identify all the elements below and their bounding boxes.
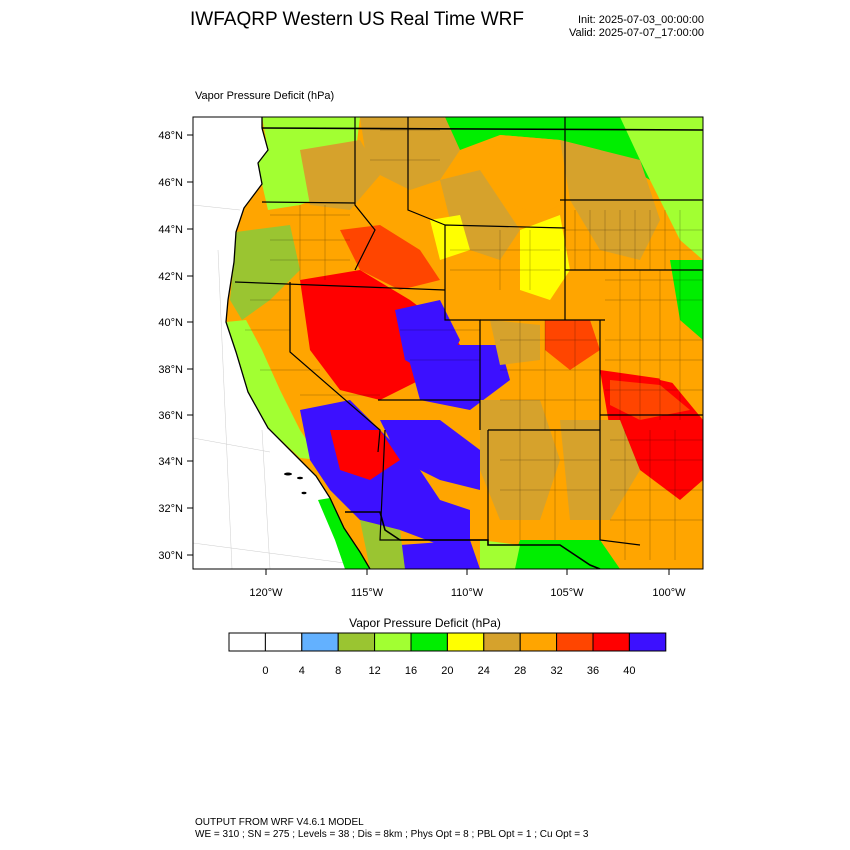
lat-label: 42°N (158, 271, 183, 283)
colorbar-label: 36 (587, 665, 599, 677)
latitude-axis: 48°N 46°N 44°N 42°N 40°N 38°N 36°N 34°N 32°N 30°N (158, 130, 193, 562)
colorbar-swatch (374, 632, 412, 652)
ocean-grid (193, 204, 361, 569)
field-label: Vapor Pressure Deficit (hPa) (195, 90, 335, 102)
footer-model: OUTPUT FROM WRF V4.6.1 MODEL (195, 817, 364, 828)
colorbar-swatch (337, 632, 376, 652)
colorbar-label: 20 (441, 665, 453, 677)
footer: OUTPUT FROM WRF V4.6.1 MODEL WE = 310 ; … (195, 817, 588, 841)
colorbar-swatch (519, 632, 558, 652)
state-boundaries (234, 117, 703, 546)
chart-title: IWFAQRP Western US Real Time WRF (190, 9, 524, 30)
colorbar-label: 40 (623, 665, 635, 677)
lat-label: 38°N (158, 364, 183, 376)
coastline (225, 117, 371, 569)
colorbar-swatch (483, 632, 521, 652)
colorbar-title: Vapor Pressure Deficit (hPa) (349, 616, 501, 630)
lon-label: 120°W (249, 587, 283, 599)
colorbar-label: 16 (405, 665, 417, 677)
channel-islands (284, 472, 307, 495)
lat-label: 30°N (158, 550, 183, 562)
colorbar-label: 0 (262, 665, 268, 677)
run-times: Init: 2025-07-03_00:00:00 Valid: 2025-07… (569, 14, 704, 40)
longitude-axis: 120°W 115°W 110°W 105°W 100°W (249, 569, 686, 599)
county-lines (245, 129, 703, 560)
lon-label: 110°W (451, 587, 484, 599)
map-frame (192, 116, 704, 570)
colorbar-swatch (556, 632, 594, 652)
lat-label: 46°N (158, 177, 183, 189)
colorbar-label: 24 (478, 665, 490, 677)
lon-label: 105°W (550, 587, 584, 599)
lon-label: 115°W (351, 587, 384, 599)
colorbar-label: 4 (299, 665, 305, 677)
lon-label: 100°W (652, 587, 686, 599)
footer-config: WE = 310 ; SN = 275 ; Levels = 38 ; Dis … (195, 829, 589, 840)
valid-time: Valid: 2025-07-07_17:00:00 (569, 27, 704, 39)
colorbar-label: 8 (335, 665, 341, 677)
lat-label: 48°N (158, 130, 183, 142)
colorbar-swatch (628, 632, 667, 652)
national-borders (261, 127, 703, 569)
map-area (193, 117, 703, 569)
lat-label: 40°N (158, 317, 183, 329)
colorbar-swatch (446, 632, 485, 652)
colorbar-label: 28 (514, 665, 526, 677)
colorbar-swatch (264, 632, 303, 652)
lat-label: 34°N (158, 456, 183, 468)
lat-label: 44°N (158, 224, 183, 236)
lat-label: 36°N (158, 410, 183, 422)
colorbar-swatch (228, 632, 266, 652)
colorbar-swatch (301, 632, 339, 652)
colorbar-label: 12 (368, 665, 380, 677)
colorbar-swatch (410, 632, 448, 652)
init-time: Init: 2025-07-03_00:00:00 (578, 14, 704, 26)
lat-label: 32°N (158, 503, 183, 515)
colorbar-label: 32 (550, 665, 562, 677)
colorbar: 0 4 8 12 16 20 24 28 32 36 40 (228, 632, 667, 677)
colorbar-swatch (592, 632, 630, 652)
pacific-ocean (193, 117, 370, 569)
